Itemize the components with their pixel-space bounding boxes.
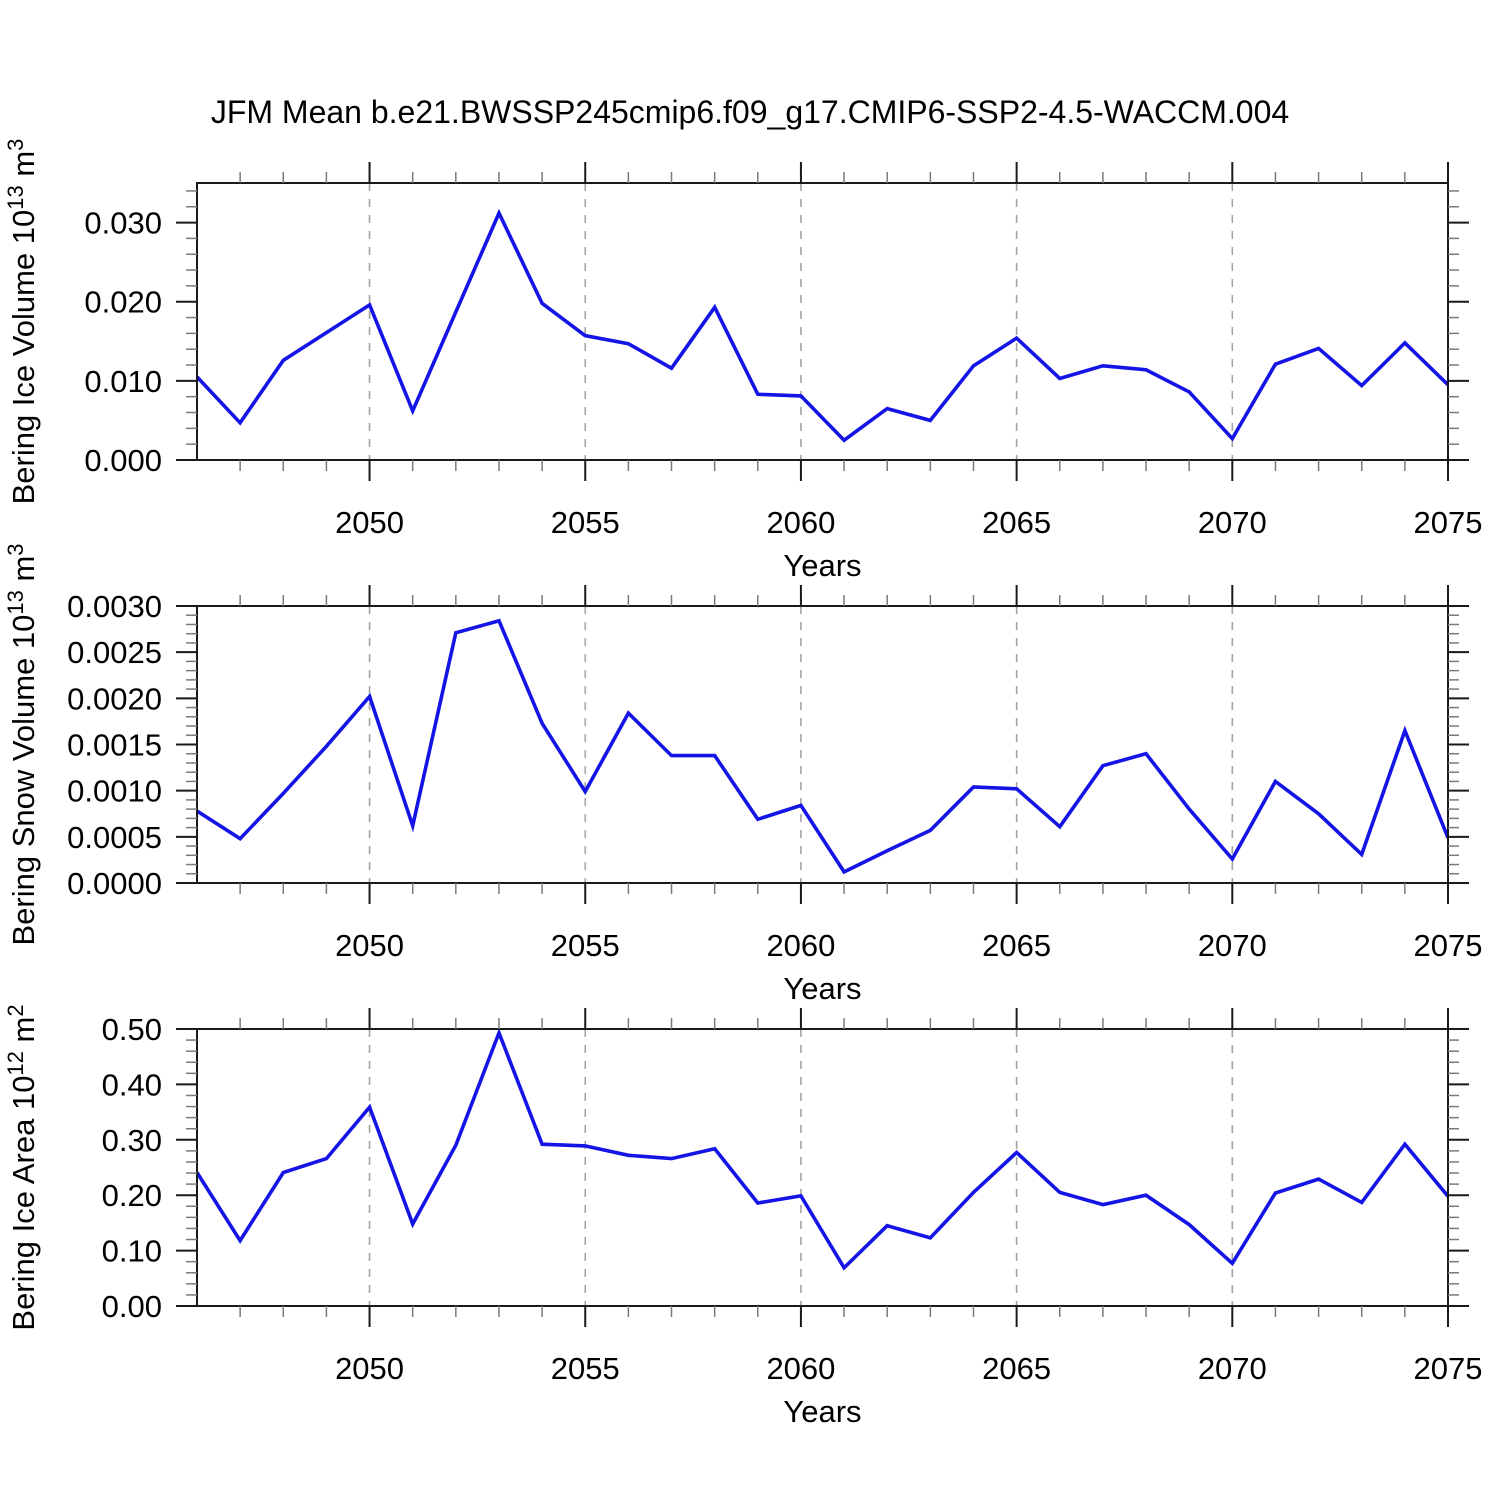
y-tick-label: 0.0020 bbox=[67, 681, 162, 716]
x-tick-label: 2055 bbox=[551, 928, 620, 963]
x-tick-label: 2050 bbox=[335, 505, 404, 540]
y-tick-label: 0.0015 bbox=[67, 728, 162, 763]
y-tick-label: 0.50 bbox=[102, 1012, 162, 1047]
x-tick-label: 2060 bbox=[766, 505, 835, 540]
y-tick-label: 0.010 bbox=[84, 364, 162, 399]
panel-bering-snow-volume: 0.0000 0.0005 0.0010 0.0015 0.0020 0.0025 0.00… bbox=[3, 543, 1482, 1006]
x-tick-label: 2065 bbox=[982, 505, 1051, 540]
x-tick-label: 2065 bbox=[982, 928, 1051, 963]
x-tick-label: 2070 bbox=[1198, 928, 1267, 963]
y-tick-label: 0.0000 bbox=[67, 866, 162, 901]
x-tick-label: 2075 bbox=[1414, 1351, 1483, 1386]
x-tick-label: 2055 bbox=[551, 1351, 620, 1386]
data-line-bering-snow-volume bbox=[196, 618, 1450, 875]
y-tick-label: 0.0030 bbox=[67, 589, 162, 624]
y-axis-label: Bering Snow Volume 1013 m3 bbox=[3, 543, 41, 945]
chart-title: JFM Mean b.e21.BWSSP245cmip6.f09_g17.CMI… bbox=[210, 94, 1290, 130]
x-axis-label: Years bbox=[783, 548, 861, 583]
y-tick-label: 0.030 bbox=[84, 206, 162, 241]
x-tick-label: 2060 bbox=[766, 1351, 835, 1386]
x-axis-label: Years bbox=[783, 971, 861, 1006]
x-tick-label: 2050 bbox=[335, 928, 404, 963]
plot-border bbox=[196, 1028, 1449, 1307]
x-tick-label: 2055 bbox=[551, 505, 620, 540]
x-tick-label: 2070 bbox=[1198, 505, 1267, 540]
x-axis-label: Years bbox=[783, 1394, 861, 1429]
x-tick-label: 2070 bbox=[1198, 1351, 1267, 1386]
y-tick-label: 0.20 bbox=[102, 1178, 162, 1213]
x-tick-label: 2075 bbox=[1414, 505, 1483, 540]
data-line-bering-ice-volume bbox=[195, 208, 1450, 443]
y-tick-label: 0.0025 bbox=[67, 635, 162, 670]
y-tick-label: 0.000 bbox=[84, 443, 162, 478]
x-tick-label: 2050 bbox=[335, 1351, 404, 1386]
panel-bering-ice-area: 0.00 0.10 0.20 0.30 0.40 0.50 2050 2055 2060 2065… bbox=[3, 1004, 1482, 1429]
plot-border bbox=[196, 182, 1449, 461]
y-tick-label: 0.0005 bbox=[67, 820, 162, 855]
x-tick-label: 2065 bbox=[982, 1351, 1051, 1386]
y-tick-label: 0.020 bbox=[84, 285, 162, 320]
x-tick-label: 2060 bbox=[766, 928, 835, 963]
y-tick-label: 0.30 bbox=[102, 1123, 162, 1158]
x-tick-label: 2075 bbox=[1414, 928, 1483, 963]
y-axis-label: Bering Ice Volume 1013 m3 bbox=[3, 139, 41, 505]
y-tick-label: 0.0010 bbox=[67, 774, 162, 809]
data-line-bering-ice-area bbox=[195, 1027, 1450, 1271]
y-tick-label: 0.40 bbox=[102, 1067, 162, 1102]
y-axis-label: Bering Ice Area 1012 m2 bbox=[3, 1004, 41, 1330]
panel-bering-ice-volume: 0.000 0.010 0.020 0.030 2050 2055 2060 2065 2070… bbox=[3, 139, 1482, 583]
y-tick-label: 0.10 bbox=[102, 1234, 162, 1269]
y-tick-label: 0.00 bbox=[102, 1289, 162, 1324]
